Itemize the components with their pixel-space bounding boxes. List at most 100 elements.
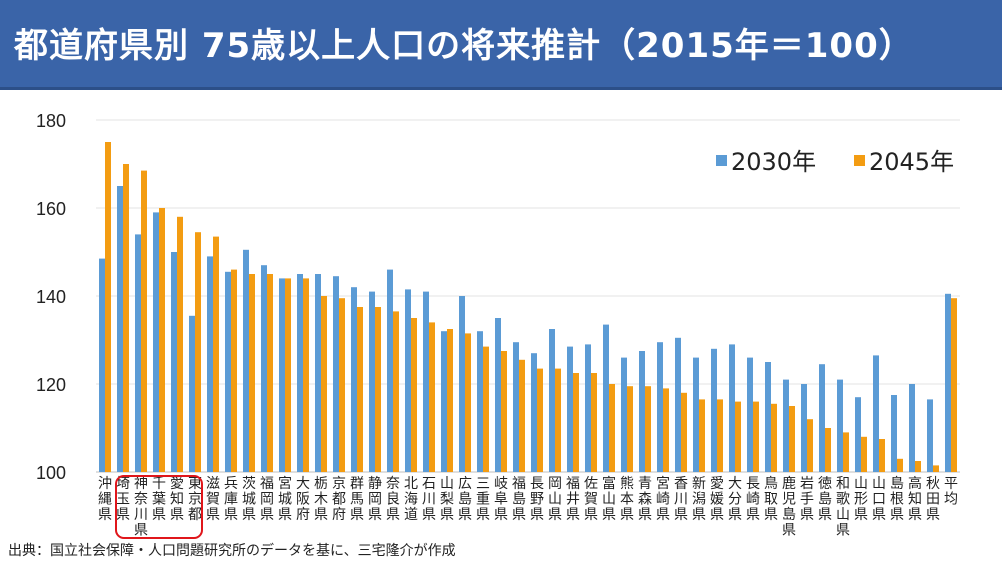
bar-2045 [501, 351, 507, 472]
category-label: 山梨県 [440, 476, 454, 523]
bar-2030 [423, 291, 429, 472]
bar-2045 [105, 142, 111, 472]
bar-2030 [927, 399, 933, 472]
category-label: 茨城県 [242, 476, 256, 523]
category-label: 長崎県 [746, 476, 760, 523]
bar-2045 [627, 386, 633, 472]
bar-2030 [837, 379, 843, 472]
bar-2030 [243, 249, 249, 472]
bar-2045 [123, 164, 129, 472]
bar-2030 [873, 355, 879, 472]
category-label: 青森県 [638, 476, 652, 523]
bar-2030 [729, 344, 735, 472]
category-label: 香川県 [674, 476, 688, 523]
bar-2030 [819, 364, 825, 472]
highlight-box [115, 475, 203, 539]
category-label: 鳥取県 [764, 476, 778, 523]
bar-2045 [807, 419, 813, 472]
source-note: 出典：国立社会保障・人口問題研究所のデータを基に、三宅隆介が作成 [8, 543, 456, 559]
category-label: 宮城県 [278, 476, 292, 523]
y-tick-label: 120 [36, 375, 66, 395]
category-label: 群馬県 [350, 476, 364, 523]
bar-2030 [351, 287, 357, 472]
bar-2030 [585, 344, 591, 472]
legend-label: 2030年 [731, 148, 816, 176]
bar-2030 [495, 318, 501, 472]
bar-2045 [447, 329, 453, 472]
bar-2030 [369, 291, 375, 472]
y-tick-label: 100 [36, 463, 66, 483]
bar-2030 [909, 384, 915, 472]
category-label: 長野県 [530, 476, 544, 523]
bar-2045 [573, 373, 579, 472]
bar-2045 [375, 307, 381, 472]
y-tick-label: 180 [36, 111, 66, 131]
category-label: 徳島県 [818, 476, 832, 523]
category-label: 鹿児島県 [782, 475, 796, 539]
bar-2030 [513, 342, 519, 472]
bar-2030 [387, 269, 393, 472]
category-label: 秋田県 [926, 476, 940, 523]
y-tick-label: 140 [36, 287, 66, 307]
bar-2030 [639, 351, 645, 472]
bar-2045 [915, 461, 921, 472]
category-label: 山口県 [872, 476, 886, 523]
bar-2030 [171, 252, 177, 472]
bar-2045 [465, 333, 471, 472]
bar-2030 [747, 357, 753, 472]
bar-2030 [711, 348, 717, 472]
header-bar: 都道府県別 75歳以上人口の将来推計（2015年＝100） [0, 0, 1002, 90]
bar-2045 [393, 311, 399, 472]
category-label: 福島県 [512, 476, 526, 523]
bar-2045 [267, 274, 273, 472]
bar-2045 [771, 403, 777, 472]
bar-2030 [657, 342, 663, 472]
bar-2030 [783, 379, 789, 472]
bar-2030 [693, 357, 699, 472]
category-label: 広島県 [458, 476, 472, 523]
chart-title: 都道府県別 75歳以上人口の将来推計（2015年＝100） [14, 26, 914, 66]
bar-2045 [249, 274, 255, 472]
category-label: 和歌山県 [836, 476, 850, 539]
bar-2045 [483, 346, 489, 472]
category-label: 沖縄県 [98, 476, 112, 523]
bar-2030 [477, 331, 483, 472]
category-label: 富山県 [602, 475, 616, 523]
category-label: 大阪府 [296, 476, 310, 523]
bar-2045 [753, 401, 759, 472]
category-label: 熊本県 [620, 476, 634, 523]
category-label: 愛媛県 [710, 476, 724, 523]
bar-2045 [897, 458, 903, 472]
bar-chart: 100 120 140 160 180 沖縄県埼玉県神奈川県千葉県愛知県東京都滋賀県兵庫県… [36, 111, 960, 539]
category-label: 千葉県 [152, 476, 166, 523]
category-label: 岩手県 [800, 476, 814, 523]
bar-2030 [315, 274, 321, 472]
legend-label: 2045年 [869, 148, 954, 176]
bar-2045 [231, 269, 237, 472]
category-label: 高知県 [908, 475, 922, 523]
bar-2045 [879, 439, 885, 472]
y-tick-label: 160 [36, 199, 66, 219]
bar-2030 [531, 353, 537, 472]
category-label: 平均 [944, 476, 958, 508]
bar-2030 [279, 278, 285, 472]
category-label: 岡山県 [548, 476, 562, 523]
bar-2045 [681, 392, 687, 472]
category-label: 京都府 [332, 476, 346, 523]
bar-2045 [861, 436, 867, 472]
bar-2045 [933, 465, 939, 472]
bar-2030 [621, 357, 627, 472]
bar-2030 [225, 271, 231, 472]
bar-2045 [555, 368, 561, 472]
bar-2045 [609, 384, 615, 472]
category-label: 福井県 [566, 476, 580, 523]
category-label: 兵庫県 [224, 476, 238, 523]
bar-2045 [717, 399, 723, 472]
bar-2030 [801, 384, 807, 472]
bar-2045 [285, 278, 291, 472]
bar-2045 [177, 216, 183, 472]
bar-2045 [735, 401, 741, 472]
category-label: 福岡県 [260, 476, 274, 523]
category-label: 栃木県 [314, 476, 328, 523]
bar-2030 [207, 256, 213, 472]
